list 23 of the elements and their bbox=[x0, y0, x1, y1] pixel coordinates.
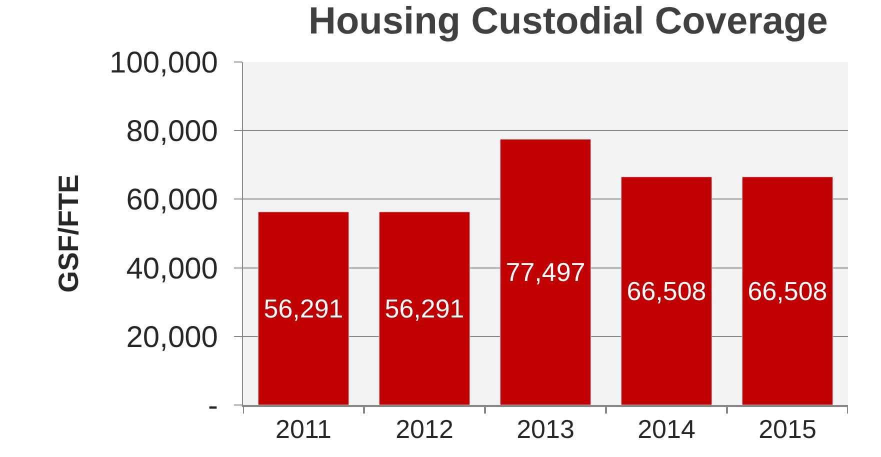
y-tick-label: 20,000 bbox=[126, 320, 218, 354]
y-axis-title: GSF/FTE bbox=[53, 174, 84, 293]
chart-title: Housing Custodial Coverage bbox=[308, 0, 828, 42]
y-tick-label: - bbox=[208, 390, 218, 422]
x-tick-label: 2011 bbox=[276, 414, 332, 444]
bar bbox=[500, 138, 592, 405]
bar bbox=[378, 212, 470, 405]
y-tick-label: 60,000 bbox=[126, 184, 218, 217]
data-label: 56,291 bbox=[384, 293, 464, 324]
bar bbox=[258, 212, 350, 405]
data-label: 56,291 bbox=[264, 293, 344, 324]
data-label: 66,508 bbox=[748, 276, 828, 306]
x-tick-label: 2013 bbox=[516, 414, 574, 444]
bar bbox=[742, 176, 834, 405]
bar bbox=[620, 176, 712, 405]
y-tick-label: 100,000 bbox=[110, 46, 218, 80]
data-label: 66,508 bbox=[626, 276, 706, 306]
x-tick-label: 2012 bbox=[396, 414, 454, 444]
y-tick-label: 80,000 bbox=[126, 115, 218, 148]
x-tick-label: 2014 bbox=[638, 414, 696, 444]
data-label: 77,497 bbox=[506, 257, 586, 288]
x-tick-label: 2015 bbox=[758, 414, 816, 444]
y-tick-label: 40,000 bbox=[126, 252, 218, 286]
